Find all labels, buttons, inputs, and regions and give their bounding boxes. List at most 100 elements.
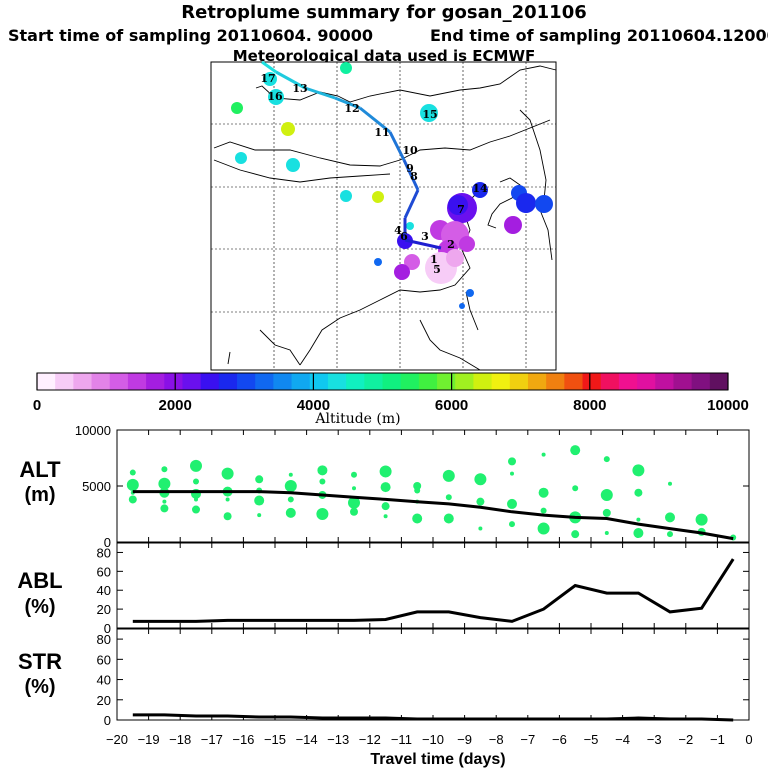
colorbar-segment bbox=[400, 373, 420, 390]
alt-cluster-point bbox=[257, 513, 262, 518]
x-axis-label: Travel time (days) bbox=[370, 751, 505, 768]
y-tick-label: 80 bbox=[97, 632, 111, 647]
alt-cluster-point bbox=[225, 497, 230, 502]
alt-cluster-point bbox=[128, 495, 137, 504]
colorbar-segment bbox=[182, 373, 202, 390]
map-day-label: 2 bbox=[447, 238, 455, 251]
alt-cluster-point bbox=[571, 530, 580, 539]
alt-cluster-point bbox=[319, 478, 326, 485]
end-time-label: End time of sampling 20110604.120000 bbox=[430, 26, 768, 45]
alt-cluster-point bbox=[160, 504, 169, 513]
alt-cluster-point bbox=[193, 478, 199, 485]
alt-cluster-point bbox=[223, 512, 232, 521]
trajectory-segment bbox=[359, 106, 391, 134]
x-tick-label: −16 bbox=[232, 732, 254, 747]
y-tick-label: 5000 bbox=[82, 479, 111, 494]
map-coastline bbox=[255, 65, 557, 103]
panel-alt: 0 5000 10000 ALT(m) bbox=[19, 423, 750, 550]
alt-cluster-point bbox=[129, 469, 136, 476]
map-day-label: 13 bbox=[292, 82, 307, 95]
map-plume-cluster bbox=[372, 191, 384, 203]
alt-cluster-point bbox=[442, 469, 455, 482]
colorbar-segment bbox=[709, 373, 729, 390]
map-day-label: 12 bbox=[344, 102, 359, 115]
map-plume-cluster bbox=[231, 102, 243, 114]
colorbar-segment bbox=[691, 373, 711, 390]
map-day-label: 7 bbox=[457, 203, 465, 216]
trajectory-segment bbox=[275, 70, 306, 90]
x-tick-label: −18 bbox=[169, 732, 191, 747]
colorbar-segment bbox=[291, 373, 311, 390]
map-plume-cluster bbox=[420, 104, 438, 122]
trajectory-segment bbox=[261, 60, 277, 74]
map-plume-cluster bbox=[235, 152, 247, 164]
alt-cluster-point bbox=[478, 526, 483, 531]
x-tick-label: −13 bbox=[327, 732, 349, 747]
x-tick-label: 0 bbox=[745, 732, 752, 747]
map-plume-cluster bbox=[286, 158, 300, 172]
x-tick-label: −9 bbox=[457, 732, 472, 747]
alt-cluster-point bbox=[633, 528, 644, 539]
colorbar-segment bbox=[564, 373, 584, 390]
alt-cluster-point bbox=[632, 464, 645, 477]
panel-unit: (m) bbox=[24, 484, 55, 506]
colorbar-segment bbox=[146, 373, 165, 390]
panel-abl: 0 20 40 60 80 ABL (%) bbox=[17, 542, 750, 636]
colorbar-tick-label: 2000 bbox=[159, 397, 192, 414]
panel-unit: (%) bbox=[24, 596, 55, 618]
x-tick-label: −4 bbox=[615, 732, 630, 747]
colorbar-segment bbox=[618, 373, 638, 390]
map-coastline bbox=[213, 119, 551, 167]
alt-cluster-point bbox=[570, 445, 581, 456]
colorbar-segment bbox=[255, 373, 274, 390]
map-coastline bbox=[227, 351, 231, 365]
start-time-label: Start time of sampling 20110604. 90000 bbox=[8, 26, 374, 45]
map-day-label: 15 bbox=[422, 108, 437, 121]
alt-cluster-point bbox=[161, 466, 168, 473]
panel-str: 0 20 40 60 80 STR(%) bbox=[18, 628, 750, 728]
colorbar-segment bbox=[55, 373, 74, 390]
map-plume-cluster bbox=[340, 62, 352, 74]
colorbar-segment bbox=[346, 373, 365, 390]
map-day-label: 8 bbox=[410, 170, 418, 183]
series-line-abl bbox=[132, 558, 735, 623]
alt-cluster-point bbox=[284, 480, 297, 492]
map-plume-cluster bbox=[374, 258, 382, 266]
alt-cluster-point bbox=[254, 495, 265, 506]
x-tick-label: −2 bbox=[678, 732, 693, 747]
map-plume-cluster bbox=[516, 193, 536, 213]
alt-cluster-point bbox=[476, 497, 485, 506]
colorbar-segment bbox=[109, 373, 129, 390]
y-tick-label: 60 bbox=[97, 564, 111, 579]
x-tick-label: −17 bbox=[201, 732, 223, 747]
alt-cluster-point bbox=[665, 512, 675, 523]
alt-cluster-point bbox=[636, 517, 641, 522]
panel-frame bbox=[116, 542, 750, 629]
alt-cluster-point bbox=[158, 477, 171, 490]
alt-cluster-point bbox=[190, 459, 202, 472]
alt-cluster-point bbox=[285, 507, 296, 518]
colorbar-segment bbox=[546, 373, 565, 390]
alt-cluster-point bbox=[667, 531, 673, 538]
alt-cluster-point bbox=[634, 488, 643, 497]
map-day-label: 3 bbox=[421, 230, 429, 243]
met-data-label: Meteorological data used is ECMWF bbox=[232, 47, 536, 65]
map-day-label: 11 bbox=[374, 126, 389, 139]
y-tick-label: 60 bbox=[97, 652, 111, 667]
map-coastline bbox=[465, 291, 479, 331]
colorbar-segment bbox=[582, 373, 602, 390]
y-tick-label: 0 bbox=[104, 713, 111, 728]
time-series-panels: 0 5000 10000 ALT(m) 0 20 40 60 80 ABL (%) 0 20 40 60 80… bbox=[17, 423, 752, 768]
alt-cluster-point bbox=[162, 499, 167, 504]
map-coastline bbox=[519, 109, 547, 201]
alt-cluster-point bbox=[509, 521, 515, 528]
map-plume-cluster bbox=[406, 222, 414, 230]
alt-cluster-point bbox=[350, 507, 358, 516]
x-tick-label: −14 bbox=[296, 732, 318, 747]
alt-cluster-point bbox=[445, 494, 452, 501]
map-day-label: 16 bbox=[267, 90, 283, 103]
map-plume-cluster bbox=[263, 72, 277, 86]
colorbar-segment bbox=[637, 373, 656, 390]
alt-cluster-point bbox=[379, 465, 392, 478]
